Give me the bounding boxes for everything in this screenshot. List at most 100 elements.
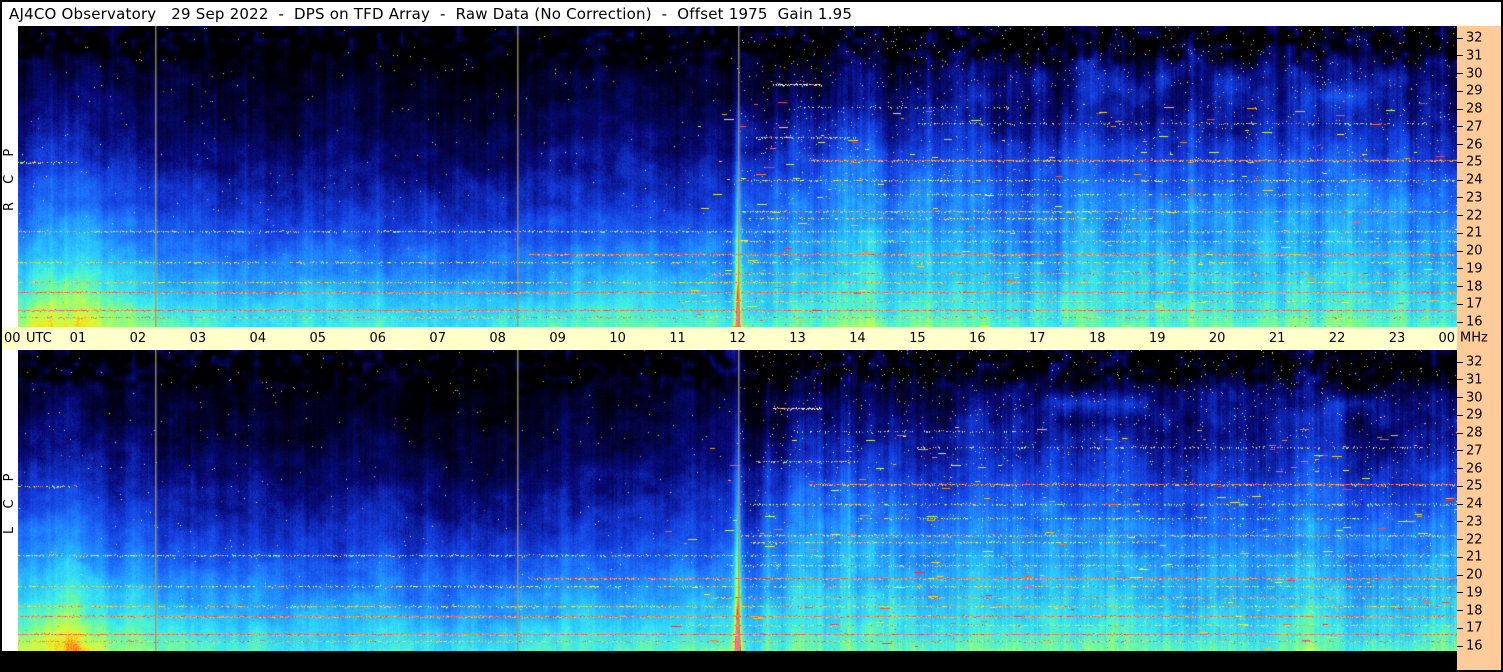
freq-tick-label: 31 bbox=[1466, 372, 1483, 388]
freq-tick-label: 26 bbox=[1466, 461, 1483, 476]
freq-tick-label: 25 bbox=[1466, 154, 1483, 170]
freq-tick-mark bbox=[1457, 126, 1463, 128]
freq-tick-label: 32 bbox=[1466, 30, 1483, 46]
time-tick-label: 15 bbox=[909, 331, 926, 346]
freq-tick-mark bbox=[1457, 468, 1463, 469]
freq-tick-mark bbox=[1457, 521, 1463, 523]
freq-tick-label: 23 bbox=[1466, 514, 1483, 530]
freq-tick-label: 29 bbox=[1466, 83, 1483, 99]
freq-tick-label: 20 bbox=[1466, 567, 1483, 583]
freq-tick-mark bbox=[1457, 321, 1463, 323]
freq-tick-mark bbox=[1457, 397, 1463, 398]
freq-tick-mark bbox=[1457, 179, 1463, 181]
time-tick-label: 12 bbox=[729, 331, 746, 346]
freq-tick-mark bbox=[1457, 361, 1463, 363]
rcp-panel-label: R C P bbox=[2, 141, 17, 212]
freq-tick-label: 22 bbox=[1466, 208, 1483, 223]
time-tick-label: 17 bbox=[1029, 331, 1046, 346]
freq-tick-mark bbox=[1457, 286, 1463, 287]
freq-tick-mark bbox=[1457, 432, 1463, 434]
time-tick-label: 16 bbox=[969, 331, 986, 346]
freq-tick-mark bbox=[1457, 250, 1463, 252]
freq-tick-label: 16 bbox=[1466, 638, 1483, 654]
freq-tick-label: 23 bbox=[1466, 190, 1483, 206]
freq-tick-mark bbox=[1457, 627, 1463, 629]
time-tick-label: 19 bbox=[1148, 331, 1166, 346]
time-tick-label: 23 bbox=[1388, 331, 1406, 346]
spectrogram-rcp bbox=[18, 26, 1457, 327]
freq-tick-mark bbox=[1457, 108, 1463, 110]
time-tick-label: 20 bbox=[1208, 331, 1226, 346]
freq-tick-mark bbox=[1457, 414, 1463, 416]
freq-tick-mark bbox=[1457, 215, 1463, 216]
freq-tick-mark bbox=[1457, 55, 1463, 57]
freq-tick-label: 27 bbox=[1466, 443, 1483, 459]
time-tick-label: 18 bbox=[1088, 331, 1106, 346]
freq-tick-label: 24 bbox=[1466, 496, 1483, 512]
freq-tick-label: 30 bbox=[1466, 390, 1483, 405]
time-tick-label: 14 bbox=[849, 331, 866, 346]
spectrogram-lcp bbox=[18, 350, 1457, 651]
freq-tick-label: 19 bbox=[1466, 261, 1483, 277]
freq-tick-mark bbox=[1457, 610, 1463, 611]
freq-tick-mark bbox=[1457, 450, 1463, 452]
freq-tick-label: 31 bbox=[1466, 48, 1483, 64]
time-tick-label: 22 bbox=[1328, 331, 1346, 346]
freq-tick-label: 22 bbox=[1466, 532, 1483, 547]
time-tick-label: 06 bbox=[369, 331, 387, 346]
freq-tick-mark bbox=[1457, 574, 1463, 576]
freq-tick-label: 32 bbox=[1466, 354, 1483, 370]
freq-tick-mark bbox=[1457, 161, 1463, 163]
freq-tick-label: 26 bbox=[1466, 137, 1483, 152]
time-tick-label: 09 bbox=[549, 331, 566, 346]
freq-tick-label: 18 bbox=[1466, 279, 1483, 294]
freq-tick-label: 17 bbox=[1466, 620, 1483, 636]
freq-tick-mark bbox=[1457, 556, 1463, 558]
time-tick-label: 10 bbox=[609, 331, 626, 346]
freq-tick-mark bbox=[1457, 90, 1463, 92]
time-tick-label: 02 bbox=[129, 331, 147, 346]
time-origin-label: 00 bbox=[4, 331, 21, 346]
freq-tick-mark bbox=[1457, 503, 1463, 505]
time-tick-label: 05 bbox=[309, 331, 327, 346]
freq-tick-mark bbox=[1457, 144, 1463, 145]
time-end-label: 00 bbox=[1438, 331, 1455, 346]
title-bar: AJ4CO Observatory 29 Sep 2022 - DPS on T… bbox=[2, 2, 1501, 26]
time-tick-label: 07 bbox=[429, 331, 446, 346]
freq-tick-label: 17 bbox=[1466, 296, 1483, 312]
freq-tick-mark bbox=[1457, 303, 1463, 305]
freq-tick-mark bbox=[1457, 268, 1463, 270]
freq-tick-mark bbox=[1457, 232, 1463, 234]
freq-tick-label: 24 bbox=[1466, 172, 1483, 188]
time-tick-label: 21 bbox=[1268, 331, 1286, 346]
freq-tick-label: 29 bbox=[1466, 407, 1483, 423]
time-tick-label: 08 bbox=[489, 331, 506, 346]
freq-tick-mark bbox=[1457, 485, 1463, 487]
freq-tick-mark bbox=[1457, 197, 1463, 199]
freq-tick-label: 19 bbox=[1466, 585, 1483, 601]
freq-tick-label: 16 bbox=[1466, 314, 1483, 330]
freq-tick-label: 30 bbox=[1466, 66, 1483, 81]
freq-tick-mark bbox=[1457, 645, 1463, 647]
freq-tick-mark bbox=[1457, 73, 1463, 74]
freq-tick-mark bbox=[1457, 379, 1463, 381]
freq-tick-label: 28 bbox=[1466, 101, 1483, 117]
time-tick-label: 13 bbox=[789, 331, 806, 346]
time-tick-label: 03 bbox=[189, 331, 207, 346]
freq-tick-label: 27 bbox=[1466, 119, 1483, 135]
freq-tick-label: 28 bbox=[1466, 425, 1483, 441]
time-tick-label: 01 bbox=[69, 331, 87, 346]
page-title: AJ4CO Observatory 29 Sep 2022 - DPS on T… bbox=[9, 5, 853, 23]
time-tick-label: 11 bbox=[669, 331, 686, 346]
freq-tick-label: 21 bbox=[1466, 225, 1483, 241]
frequency-axis-strip: MHz 32 31 30 29 28 27 26 25 24 23 22 21 20 19 18 17 16 32… bbox=[1457, 26, 1501, 670]
freq-tick-label: 21 bbox=[1466, 549, 1483, 565]
lcp-panel-label: L C P bbox=[2, 466, 17, 535]
time-axis-bar: 00 UTC 01 02 03 04 05 06 07 08 09 10 11 12 13 14 15 16 17 1… bbox=[2, 327, 1457, 350]
time-tick-label: 04 bbox=[249, 331, 267, 346]
freq-tick-label: 20 bbox=[1466, 243, 1483, 259]
utc-unit-label: UTC bbox=[26, 331, 52, 346]
mhz-unit-label: MHz bbox=[1460, 330, 1488, 346]
freq-tick-mark bbox=[1457, 539, 1463, 540]
